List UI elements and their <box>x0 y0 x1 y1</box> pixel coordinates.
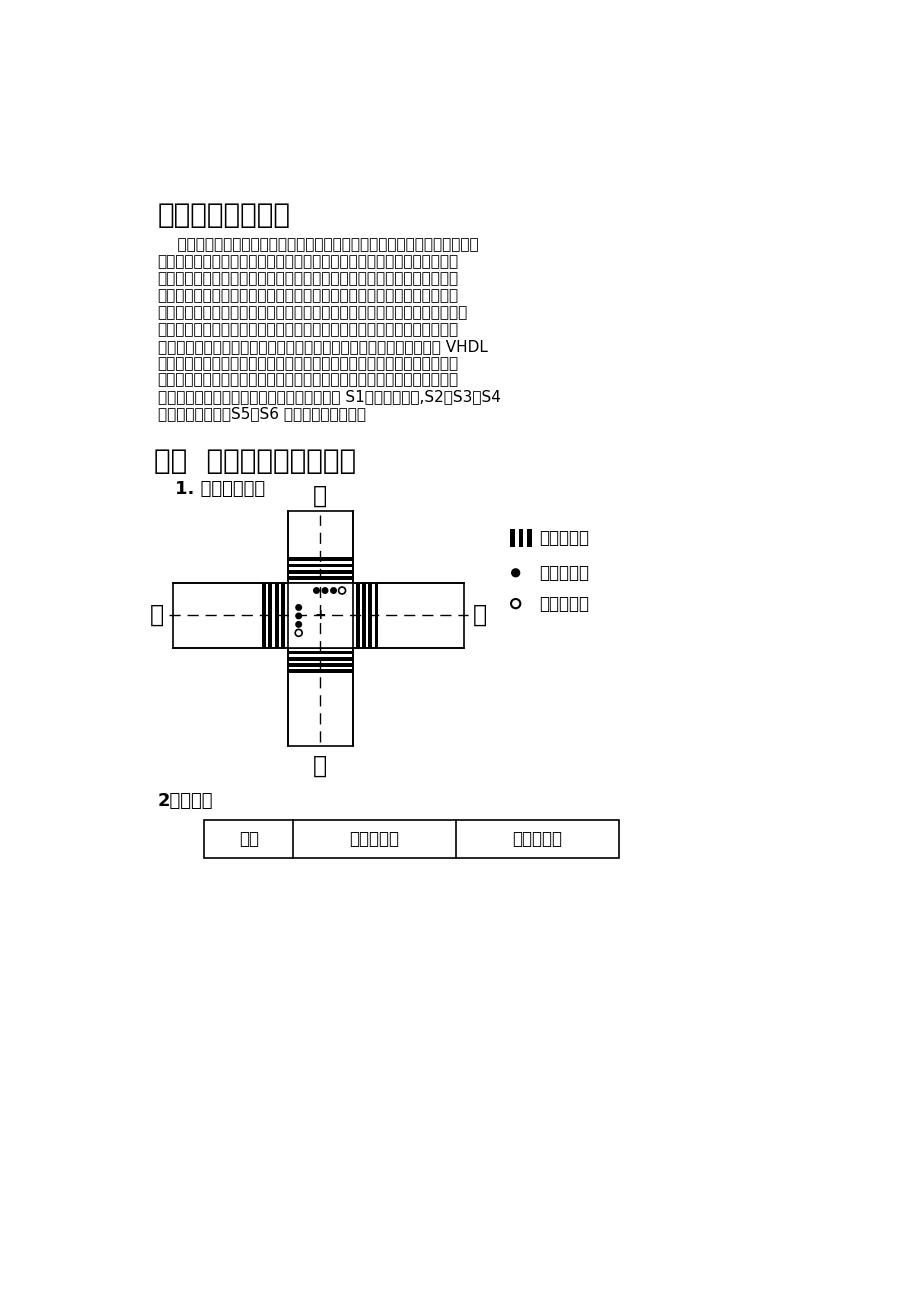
Bar <box>268 583 272 647</box>
Circle shape <box>295 612 301 620</box>
Bar <box>288 656 353 660</box>
Bar <box>356 583 359 647</box>
Bar <box>288 669 353 673</box>
Text: 2、状态表: 2、状态表 <box>157 792 213 810</box>
Circle shape <box>330 587 336 594</box>
Text: 路复杂，设计困难，难以排错等问题。而由于该系统的状态有限而且简单可: 路复杂，设计困难，难以排错等问题。而由于该系统的状态有限而且简单可 <box>157 271 459 286</box>
Circle shape <box>295 629 301 637</box>
Text: 状态: 状态 <box>238 831 258 848</box>
Bar <box>262 583 266 647</box>
Circle shape <box>295 604 301 611</box>
Text: 三、设计方案选择: 三、设计方案选择 <box>157 201 290 229</box>
Bar <box>173 583 463 647</box>
Bar <box>518 529 523 547</box>
Text: 功能又不能完全达到设计要求，还可能出现其他的意想不到的情况，造成电: 功能又不能完全达到设计要求，还可能出现其他的意想不到的情况，造成电 <box>157 254 459 270</box>
Circle shape <box>510 568 520 577</box>
Text: 南: 南 <box>472 603 487 628</box>
Bar <box>288 570 353 574</box>
Text: 为正常工作状态；S5，S6 为故障时候的状态。: 为正常工作状态；S5，S6 为故障时候的状态。 <box>157 406 365 422</box>
Text: 描述，生成相应的器件模块。最后将器件模块和少数的库元件有机的结合在: 描述，生成相应的器件模块。最后将器件模块和少数的库元件有机的结合在 <box>157 355 459 371</box>
Text: 四、  设计思路和框架分析: 四、 设计思路和框架分析 <box>153 447 356 474</box>
Text: 由于该交通控制电路比较复杂，用现有库元器件可能导致耗用较多器件且其: 由于该交通控制电路比较复杂，用现有库元器件可能导致耗用较多器件且其 <box>157 237 478 253</box>
Text: ：人行过道: ：人行过道 <box>539 595 588 613</box>
Text: 东西主干道: 东西主干道 <box>349 831 399 848</box>
Bar <box>374 583 378 647</box>
Text: 北: 北 <box>150 603 164 628</box>
Text: 东: 东 <box>313 483 327 508</box>
Bar <box>362 583 366 647</box>
Bar <box>204 820 618 858</box>
Text: 一起，构成总的原理图，从而形成了交通灯控制系统。而在本次交通灯的控: 一起，构成总的原理图，从而形成了交通灯控制系统。而在本次交通灯的控 <box>157 372 459 388</box>
Bar <box>275 583 278 647</box>
Text: 西: 西 <box>313 754 327 777</box>
Bar <box>288 564 353 568</box>
Circle shape <box>312 587 320 594</box>
Bar <box>368 583 372 647</box>
Bar <box>288 583 353 647</box>
Text: 同时其对付竞争冒险的现象能力很强，运行速度快，使其成为数字系统设计: 同时其对付竞争冒险的现象能力很强，运行速度快，使其成为数字系统设计 <box>157 322 459 337</box>
Bar <box>280 583 284 647</box>
Text: 以一一列举，故采用状态机设计方案。状态机设计使得设计更为简单明了，: 以一一列举，故采用状态机设计方案。状态机设计使得设计更为简单明了， <box>157 288 459 303</box>
Circle shape <box>510 599 520 608</box>
Bar <box>288 575 353 579</box>
Bar <box>288 663 353 667</box>
Text: ：红绿黄灯: ：红绿黄灯 <box>539 564 588 582</box>
Bar <box>527 529 531 547</box>
Circle shape <box>338 587 346 594</box>
Bar <box>288 557 353 561</box>
Text: ：人行过道: ：人行过道 <box>539 529 588 547</box>
Text: 1. 交通路口位置: 1. 交通路口位置 <box>176 480 266 499</box>
Circle shape <box>321 587 328 594</box>
Text: 南北主干道: 南北主干道 <box>512 831 562 848</box>
Text: 系统容错能力也大为提升，而且状态机顺序控制灵活，结构简单，便于修改，: 系统容错能力也大为提升，而且状态机顺序控制灵活，结构简单，便于修改， <box>157 305 468 320</box>
Text: 制电路设计中，一共设置有六种状态，分别为 S1（初始状态）,S2，S3，S4: 制电路设计中，一共设置有六种状态，分别为 S1（初始状态）,S2，S3，S4 <box>157 389 500 405</box>
Circle shape <box>295 621 301 628</box>
Text: +: + <box>314 608 326 622</box>
Text: 中的重要部分，也是调高效率的重要途径。因此本次设计采用状态机的 VHDL: 中的重要部分，也是调高效率的重要途径。因此本次设计采用状态机的 VHDL <box>157 339 487 354</box>
Bar <box>288 651 353 655</box>
Bar <box>510 529 515 547</box>
Bar <box>288 512 353 746</box>
